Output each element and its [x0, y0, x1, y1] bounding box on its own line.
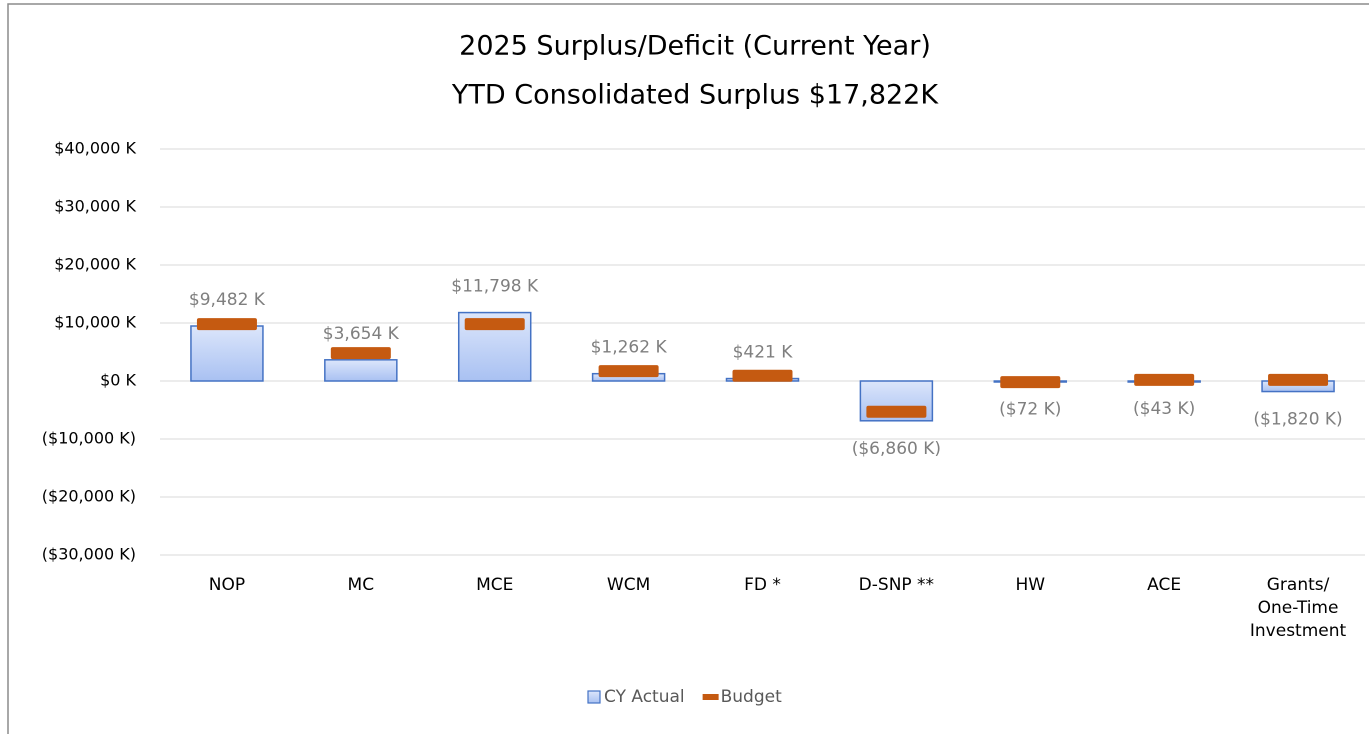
budget-marker	[464, 318, 525, 331]
x-tick-label: D-SNP **	[858, 575, 935, 595]
data-label: ($6,860 K)	[852, 439, 941, 459]
x-tick-label: NOP	[208, 575, 246, 595]
data-label: $1,262 K	[591, 338, 668, 358]
budget-marker	[598, 365, 659, 378]
data-label: ($43 K)	[1133, 399, 1195, 419]
data-label: $11,798 K	[451, 277, 539, 297]
data-label: $9,482 K	[189, 290, 266, 310]
bar	[324, 359, 398, 382]
x-tick-label: HW	[1015, 575, 1046, 595]
budget-marker	[1000, 376, 1061, 389]
budget-marker	[196, 318, 257, 331]
y-tick-label: ($10,000 K)	[42, 429, 136, 448]
legend-label: CY Actual	[604, 687, 685, 707]
legend-swatch	[587, 690, 601, 704]
x-tick-label: WCM	[606, 575, 651, 595]
y-tick-label: ($20,000 K)	[42, 487, 136, 506]
chart-subtitle: YTD Consolidated Surplus $17,822K	[451, 80, 939, 111]
y-tick-label: $0 K	[100, 371, 136, 390]
legend-swatch	[702, 694, 719, 700]
y-tick-label: $30,000 K	[54, 197, 136, 216]
budget-marker	[1268, 373, 1329, 386]
x-tick-label: ACE	[1147, 575, 1182, 595]
data-label: $3,654 K	[323, 324, 400, 344]
x-tick-label: MC	[347, 575, 375, 595]
budget-marker	[1134, 373, 1195, 386]
x-tick-label: MCE	[476, 575, 514, 595]
legend-label: Budget	[721, 687, 782, 707]
y-tick-label: $20,000 K	[54, 255, 136, 274]
data-label: $421 K	[733, 343, 794, 363]
chart-title: 2025 Surplus/Deficit (Current Year)	[459, 31, 931, 62]
budget-marker	[866, 405, 927, 418]
data-label: ($1,820 K)	[1253, 410, 1342, 430]
data-label: ($72 K)	[999, 399, 1061, 419]
y-tick-label: $40,000 K	[54, 139, 136, 158]
budget-marker	[732, 369, 793, 382]
y-tick-label: $10,000 K	[54, 313, 136, 332]
y-tick-label: ($30,000 K)	[42, 545, 136, 564]
bar	[190, 325, 264, 382]
x-tick-label: Grants/ One-Time Investment	[1249, 575, 1347, 641]
x-tick-label: FD *	[744, 575, 781, 595]
budget-marker	[330, 347, 391, 360]
